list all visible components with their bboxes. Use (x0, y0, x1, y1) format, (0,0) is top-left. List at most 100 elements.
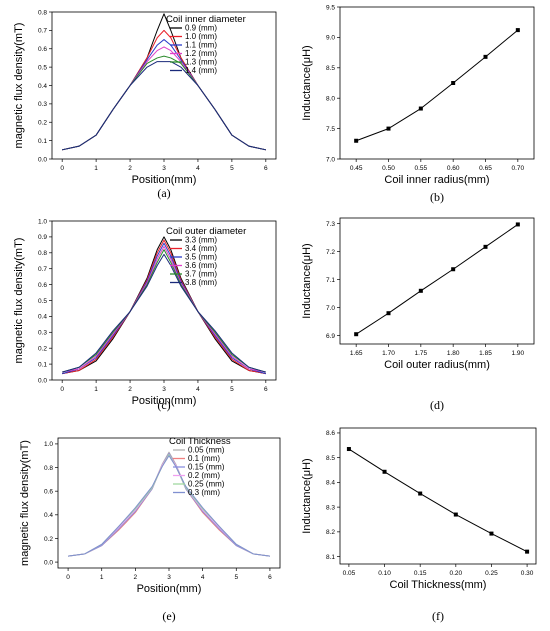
y-tick-label: 0.8 (44, 465, 53, 472)
legend-entry: 0.1 (mm) (188, 454, 220, 463)
y-tick-label: 9.0 (326, 35, 335, 42)
y-tick-label: 0.7 (38, 28, 47, 35)
x-tick-label: 6 (268, 574, 272, 581)
legend-entry: 0.15 (mm) (188, 463, 225, 472)
data-point (382, 469, 387, 474)
plot-frame (339, 427, 537, 565)
legend-title: Coil inner diameter (166, 14, 246, 25)
series-line (68, 455, 270, 557)
chart-panel-d: 1.65 1.70 1.75 1.80 1.85 1.90 6.9 7.0 7.1 7.2 7.3 C… (301, 217, 535, 412)
x-tick-label: 0.60 (447, 165, 460, 172)
y-tick-label: 0.4 (44, 512, 53, 519)
y-tick-label: 7.5 (326, 126, 335, 133)
x-tick-label: 5 (234, 574, 238, 581)
data-point (453, 512, 458, 517)
legend-entry: 0.3 (mm) (188, 488, 220, 497)
x-tick-label: 6 (264, 386, 268, 393)
panel-label: (b) (430, 190, 444, 204)
data-point (489, 531, 494, 536)
data-point (525, 549, 530, 554)
x-tick-label: 0 (60, 386, 64, 393)
x-tick-label: 0.25 (485, 570, 498, 577)
x-tick-label: 3 (167, 574, 171, 581)
series-line (62, 253, 266, 373)
data-point (386, 126, 391, 131)
y-tick-label: 1.0 (38, 218, 47, 225)
y-tick-label: 8.6 (326, 430, 335, 437)
series-line (62, 236, 266, 375)
chart-panel-a: 0 1 2 3 4 5 6 0.0 0.1 0.2 0.3 0.4 0.5 0.6 0.7 0.8 Positi… (13, 9, 277, 200)
data-point (483, 244, 488, 249)
panel-label: (a) (157, 186, 170, 200)
series-line (62, 55, 266, 151)
legend-title: Coil outer diameter (166, 226, 246, 237)
legend-entry: 0.05 (mm) (188, 446, 225, 455)
legend-entry: 3.5 (mm) (185, 253, 217, 262)
x-tick-label: 3 (162, 386, 166, 393)
legend-entry: 3.7 (mm) (185, 270, 217, 279)
data-point (346, 447, 351, 452)
series-line (68, 452, 270, 557)
series-line (62, 242, 266, 375)
series-line (62, 249, 266, 373)
legend-entry: 3.4 (mm) (185, 244, 217, 253)
data-point (418, 106, 423, 111)
panel-label: (f) (432, 609, 444, 623)
x-tick-label: 1.75 (415, 350, 428, 357)
plot-frame (51, 220, 277, 381)
x-tick-label: 1.85 (479, 350, 492, 357)
legend-entry: 0.25 (mm) (188, 480, 225, 489)
data-point (354, 332, 359, 337)
x-tick-label: 1.70 (382, 350, 395, 357)
x-tick-label: 0.10 (378, 570, 391, 577)
x-tick-label: 6 (264, 165, 268, 172)
y-tick-label: 8.1 (326, 554, 335, 561)
panel-label: (d) (430, 398, 444, 412)
legend-entry: 0.9 (mm) (185, 24, 217, 33)
y-tick-label: 0.6 (38, 46, 47, 53)
y-tick-label: 0.1 (38, 138, 47, 145)
data-point (451, 267, 456, 272)
y-tick-label: 0.8 (38, 250, 47, 257)
legend-entry: 3.6 (mm) (185, 261, 217, 270)
x-tick-label: 1 (100, 574, 104, 581)
x-tick-label: 1 (94, 165, 98, 172)
series-line (62, 245, 266, 373)
y-tick-label: 7.1 (326, 277, 335, 284)
data-point (354, 138, 359, 143)
y-tick-label: 0.8 (38, 9, 47, 16)
y-tick-label: 0.3 (38, 101, 47, 108)
x-tick-label: 0.30 (521, 570, 534, 577)
series-line (68, 451, 270, 557)
x-tick-label: 1.65 (350, 350, 363, 357)
x-tick-label: 0.20 (449, 570, 462, 577)
data-point (515, 222, 520, 227)
plot-frame (51, 11, 277, 160)
x-tick-label: 2 (134, 574, 138, 581)
x-axis-label: Position(mm) (132, 395, 197, 407)
legend-entry: 1.0 (mm) (185, 32, 217, 41)
y-tick-label: 7.2 (326, 249, 335, 256)
x-tick-label: 2 (128, 165, 132, 172)
y-tick-label: 0.0 (44, 559, 53, 566)
chart-panel-f: 0.05 0.10 0.15 0.20 0.25 0.30 8.1 8.2 8.3 8.4 8.5 8… (301, 427, 537, 623)
series-line (62, 61, 266, 151)
series-line (62, 13, 266, 151)
y-tick-label: 0.5 (38, 64, 47, 71)
series-line (68, 454, 270, 557)
x-tick-label: 5 (230, 165, 234, 172)
data-point (418, 288, 423, 293)
legend-entry: 3.8 (mm) (185, 278, 217, 287)
y-tick-label: 0.6 (38, 282, 47, 289)
legend-entry: 1.3 (mm) (185, 58, 217, 67)
x-tick-label: 0.55 (415, 165, 428, 172)
x-tick-label: 0.50 (382, 165, 395, 172)
panel-label: (e) (162, 609, 175, 623)
legend-entry: 1.4 (mm) (185, 66, 217, 75)
series-line (355, 29, 519, 142)
y-tick-label: 0.6 (44, 488, 53, 495)
x-axis-label: Coil inner radius(mm) (384, 174, 489, 186)
y-tick-label: 0.2 (38, 120, 47, 127)
